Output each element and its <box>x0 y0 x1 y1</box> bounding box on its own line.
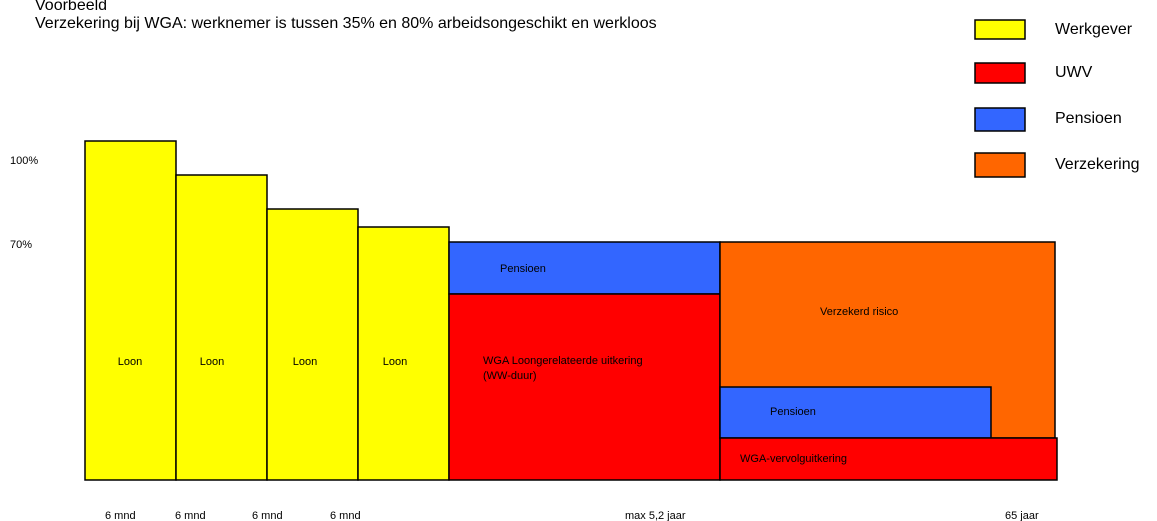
x-label: 6 mnd <box>105 510 136 521</box>
y-label: 70% <box>10 239 32 251</box>
legend-label: Pensioen <box>1055 110 1122 127</box>
block-label: WGA Loongerelateerde uitkering <box>483 355 643 367</box>
block-label: Loon <box>293 356 317 368</box>
legend-swatch <box>974 62 1026 84</box>
block-label: Loon <box>200 356 224 368</box>
block-label: WGA-vervolguitkering <box>740 453 847 465</box>
legend-swatch <box>974 107 1026 132</box>
x-label: 65 jaar <box>1005 510 1039 521</box>
block-label: Loon <box>383 356 407 368</box>
x-label: max 5,2 jaar <box>625 510 686 521</box>
legend-swatch <box>974 19 1026 40</box>
block <box>719 437 1058 481</box>
legend-label: UWV <box>1055 64 1093 81</box>
y-label: 100% <box>10 155 38 167</box>
block <box>175 174 268 481</box>
block-label: Loon <box>118 356 142 368</box>
block <box>357 226 450 481</box>
block <box>448 293 721 481</box>
block <box>84 140 177 481</box>
legend-swatch <box>974 152 1026 178</box>
x-label: 6 mnd <box>330 510 361 521</box>
block <box>266 208 359 481</box>
x-label: 6 mnd <box>175 510 206 521</box>
x-label: 6 mnd <box>252 510 283 521</box>
block <box>448 241 721 295</box>
title: Voorbeeld <box>35 0 107 14</box>
block-label: (WW-duur) <box>483 370 537 382</box>
subtitle: Verzekering bij WGA: werknemer is tussen… <box>35 15 657 32</box>
block <box>719 386 992 439</box>
block-label: Pensioen <box>770 406 816 418</box>
legend-label: Werkgever <box>1055 21 1133 38</box>
block-label: Verzekerd risico <box>820 306 898 318</box>
legend-label: Verzekering <box>1055 156 1140 173</box>
block-label: Pensioen <box>500 263 546 275</box>
